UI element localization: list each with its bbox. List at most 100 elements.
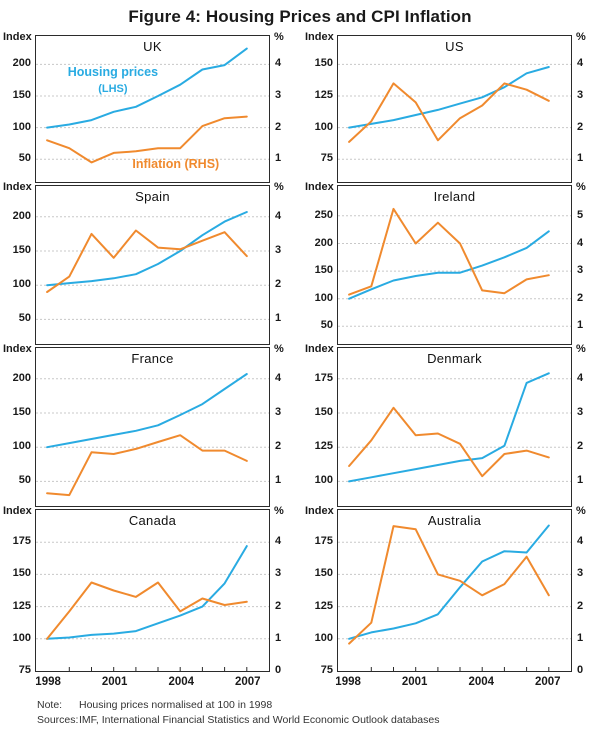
- left-axis-label: Index: [305, 31, 334, 43]
- housing-line-spain: [46, 211, 248, 287]
- panel-spain: Index 200 150 100 50 Spain% 4 3 2 1: [2, 181, 298, 345]
- left-tick-label: 175: [314, 535, 333, 548]
- right-axis-gutter-france: % 4 3 2 1: [270, 343, 298, 505]
- left-axis-gutter-canada: Index 175 150 125 100 75: [2, 505, 35, 676]
- left-tick-label: 175: [12, 535, 31, 548]
- left-tick-label: 100: [12, 278, 31, 291]
- left-axis-label: Index: [305, 343, 334, 355]
- left-axis-label: Index: [305, 505, 334, 517]
- sources-label: Sources:: [37, 714, 79, 726]
- right-tick-label: 1: [577, 319, 584, 332]
- legend-housing-sub-label: (LHS): [98, 82, 128, 95]
- housing-line-denmark: [348, 372, 550, 483]
- right-tick-label: 1: [275, 152, 282, 165]
- housing-line-france: [46, 373, 248, 449]
- right-axis-gutter-denmark: % 4 3 2 1: [572, 343, 600, 505]
- plot-area-uk: UK Housing prices (LHS) Inflation (RHS): [35, 35, 270, 183]
- panel-row: Index 200 150 100 50 Spain% 4 3 2 1 Index 250 200 150…: [2, 181, 600, 345]
- right-axis-gutter-us: % 4 3 2 1: [572, 31, 600, 181]
- x-year-label: 2004: [168, 676, 195, 688]
- housing-line-uk: [46, 47, 248, 129]
- panel-australia: Index 175 150 125 100 75 Australia% 4 3 2 1 0: [304, 505, 600, 676]
- right-tick-label: 0: [577, 664, 584, 676]
- right-tick-label: 3: [275, 567, 282, 580]
- panel-title-denmark: Denmark: [427, 351, 482, 366]
- housing-line-australia: [348, 524, 550, 640]
- inflation-line-us: [348, 82, 550, 143]
- inflation-line-spain: [46, 229, 248, 293]
- left-tick-label: 100: [314, 120, 333, 133]
- left-tick-label: 150: [314, 567, 333, 580]
- x-year-label: 2004: [468, 676, 495, 688]
- right-axis-label: %: [274, 505, 284, 517]
- left-tick-label: 50: [18, 474, 31, 487]
- right-axis-label: %: [576, 505, 586, 517]
- right-tick-label: 4: [577, 535, 584, 548]
- right-axis-label: %: [576, 31, 586, 43]
- inflation-line-denmark: [348, 406, 550, 478]
- left-tick-label: 100: [314, 291, 333, 304]
- chart-svg-australia: [338, 524, 571, 671]
- panel-ireland: Index 250 200 150 100 50 Ireland% 5 4 3 2 1: [304, 181, 600, 345]
- panel-france: Index 200 150 100 50 France% 4 3 2 1: [2, 343, 298, 507]
- right-axis-label: %: [274, 343, 284, 355]
- left-tick-label: 100: [12, 631, 31, 644]
- chart-svg-france: [36, 373, 269, 497]
- right-tick-label: 2: [577, 120, 584, 133]
- figure-footer: Note: Housing prices normalised at 100 i…: [37, 698, 600, 728]
- panel-title-uk: UK: [143, 39, 162, 54]
- right-tick-label: 1: [275, 474, 282, 487]
- inflation-line-france: [46, 434, 248, 497]
- plot-area-denmark: Denmark: [337, 347, 572, 507]
- left-axis-gutter-ireland: Index 250 200 150 100 50: [304, 181, 337, 343]
- right-tick-label: 1: [275, 631, 282, 644]
- right-tick-label: 2: [275, 278, 282, 291]
- inflation-line-uk: [46, 115, 248, 164]
- right-axis-label: %: [576, 181, 586, 193]
- right-tick-label: 4: [275, 209, 282, 222]
- right-tick-label: 4: [577, 371, 584, 384]
- chart-svg-canada: [36, 541, 269, 671]
- left-tick-label: 200: [314, 236, 333, 249]
- panel-title-canada: Canada: [128, 513, 177, 528]
- left-tick-label: 175: [314, 371, 333, 384]
- right-axis-label: %: [274, 31, 284, 43]
- legend-inflation-label: Inflation (RHS): [132, 157, 220, 172]
- housing-line-ireland: [348, 230, 550, 300]
- right-tick-label: 5: [577, 208, 584, 221]
- left-tick-label: 125: [314, 599, 333, 612]
- left-tick-label: 200: [12, 57, 31, 70]
- left-tick-label: 150: [314, 264, 333, 277]
- chart-svg-denmark: [338, 372, 571, 483]
- x-axis-labels: 1998 2001 2004 2007 1998 2001 2004 2007: [2, 674, 600, 692]
- right-axis-label: %: [576, 343, 586, 355]
- right-axis-label: %: [274, 181, 284, 193]
- left-tick-label: 75: [320, 152, 333, 165]
- plot-area-australia: Australia: [337, 509, 572, 672]
- left-axis-gutter-us: Index 150 125 100 75: [304, 31, 337, 181]
- left-tick-label: 150: [12, 89, 31, 101]
- left-tick-label: 50: [18, 312, 31, 325]
- right-tick-label: 4: [275, 535, 282, 548]
- right-axis-gutter-spain: % 4 3 2 1: [270, 181, 298, 343]
- x-year-label: 2007: [235, 676, 261, 688]
- left-tick-label: 100: [314, 474, 333, 487]
- left-axis-gutter-uk: Index 200 150 100 50: [2, 31, 35, 181]
- panel-title-australia: Australia: [427, 513, 482, 528]
- left-tick-label: 50: [320, 319, 333, 332]
- right-tick-label: 2: [577, 440, 584, 453]
- left-axis-label: Index: [305, 181, 334, 193]
- panel-canada: Index 175 150 125 100 75 Canada% 4 3 2 1 0: [2, 505, 298, 676]
- right-tick-label: 3: [275, 89, 282, 101]
- plot-area-us: US: [337, 35, 572, 183]
- right-tick-label: 3: [577, 406, 584, 418]
- legend-housing-label: Housing prices: [67, 65, 159, 80]
- x-year-label: 2001: [401, 676, 428, 688]
- inflation-line-ireland: [348, 207, 550, 296]
- right-tick-label: 0: [275, 664, 282, 676]
- right-axis-gutter-australia: % 4 3 2 1 0: [572, 505, 600, 676]
- figure-title: Figure 4: Housing Prices and CPI Inflati…: [128, 7, 472, 26]
- left-axis-label: Index: [3, 343, 32, 355]
- left-tick-label: 125: [12, 599, 31, 612]
- left-tick-label: 150: [12, 244, 31, 256]
